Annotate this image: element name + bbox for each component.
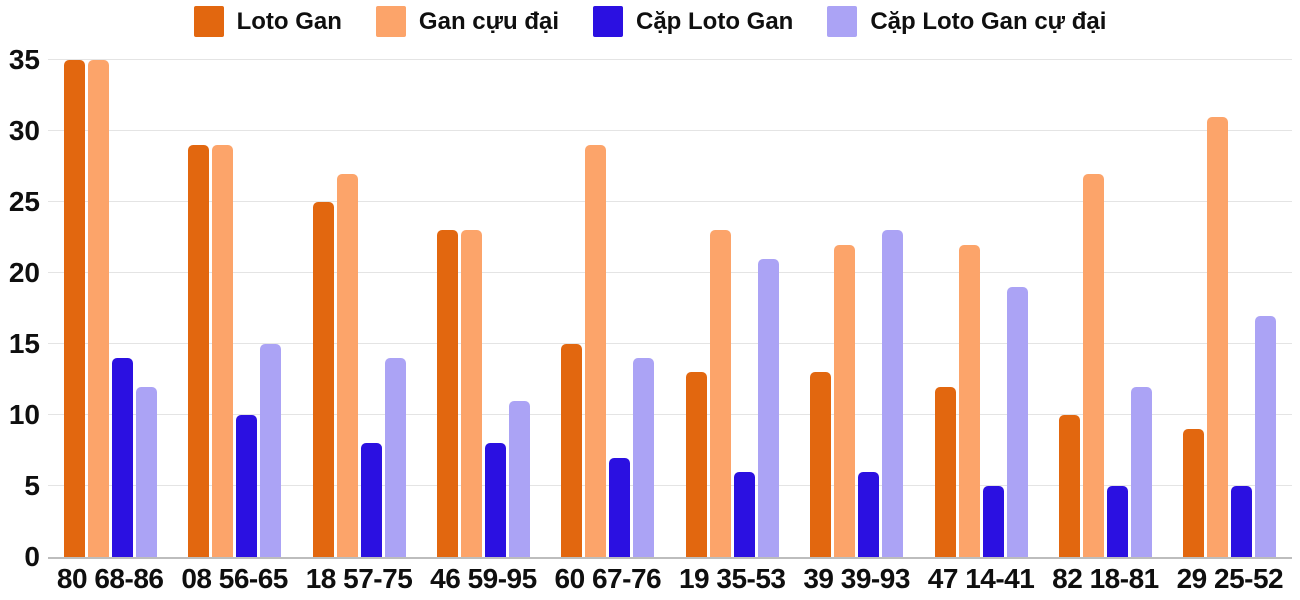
legend-swatch-icon (193, 6, 224, 37)
x-tick-label: 47 14-41 (927, 563, 1035, 594)
x-axis-line (48, 557, 1292, 559)
y-tick-label: 35 (8, 44, 40, 75)
legend-label: Cặp Loto Gan cự đại (870, 7, 1107, 35)
bars-layer (48, 60, 1292, 557)
legend-swatch-icon (827, 6, 858, 37)
bar[interactable] (484, 443, 506, 557)
bar[interactable] (384, 358, 406, 557)
bar[interactable] (810, 372, 832, 557)
bar[interactable] (561, 344, 583, 557)
bar[interactable] (1058, 415, 1080, 557)
legend-label: Gan cựu đại (418, 7, 559, 35)
legend-item-2[interactable]: Gan cựu đại (375, 6, 559, 37)
y-axis: 0 5 10 15 20 25 30 35 (0, 0, 40, 600)
bar-group (48, 60, 172, 557)
x-tick-label: 82 18-81 (1052, 563, 1159, 594)
y-tick-label: 25 (8, 186, 40, 217)
bar[interactable] (336, 173, 358, 557)
legend-swatch-icon (375, 6, 406, 37)
bar-group (421, 60, 545, 557)
bar[interactable] (609, 457, 631, 557)
x-axis: 80 68-86 08 56-65 18 57-75 46 59-95 60 67-76… (48, 563, 1292, 595)
bar[interactable] (757, 258, 779, 557)
legend-item-3[interactable]: Cặp Loto Gan (593, 6, 793, 37)
bar-group (794, 60, 918, 557)
gridline (48, 414, 1292, 415)
gridline (48, 485, 1292, 486)
gridline (48, 201, 1292, 202)
bar[interactable] (111, 358, 133, 557)
bar[interactable] (1130, 386, 1152, 557)
bar[interactable] (188, 145, 210, 557)
bar[interactable] (460, 230, 482, 557)
legend-item-1[interactable]: Loto Gan (193, 6, 342, 37)
x-tick-label: 60 67-76 (554, 563, 662, 594)
legend-label: Loto Gan (236, 7, 342, 35)
bar-group (670, 60, 794, 557)
y-tick-label: 20 (8, 257, 40, 288)
bar[interactable] (1082, 173, 1104, 557)
gridline (48, 130, 1292, 131)
bar[interactable] (585, 145, 607, 557)
bar[interactable] (709, 230, 731, 557)
bar-group (297, 60, 421, 557)
gridline (48, 343, 1292, 344)
bar[interactable] (733, 471, 755, 557)
bar-group (1168, 60, 1292, 557)
x-tick-label: 80 68-86 (56, 563, 164, 594)
bar-group (1043, 60, 1167, 557)
bar[interactable] (212, 145, 234, 557)
bar[interactable] (934, 386, 956, 557)
gridline (48, 272, 1292, 273)
bar[interactable] (236, 415, 258, 557)
bar[interactable] (87, 60, 109, 557)
bar[interactable] (360, 443, 382, 557)
bar[interactable] (312, 202, 334, 557)
x-tick-label: 18 57-75 (305, 563, 413, 594)
bar-group (172, 60, 296, 557)
chart-legend: Loto Gan Gan cựu đại Cặp Loto Gan Cặp Loto … (0, 6, 1300, 37)
gridline (48, 59, 1292, 60)
bar[interactable] (135, 386, 157, 557)
bar[interactable] (63, 60, 85, 557)
bar[interactable] (1006, 287, 1028, 557)
bar-group (546, 60, 670, 557)
y-tick-label: 15 (8, 328, 40, 359)
bar[interactable] (436, 230, 458, 557)
bar[interactable] (958, 244, 980, 557)
x-tick-label: 08 56-65 (181, 563, 288, 594)
x-tick-label: 39 39-93 (803, 563, 910, 594)
x-tick-label: 19 35-53 (678, 563, 786, 594)
y-tick-label: 30 (8, 115, 40, 146)
y-tick-label: 5 (24, 470, 40, 501)
bar[interactable] (1231, 486, 1253, 557)
legend-item-4[interactable]: Cặp Loto Gan cự đại (827, 6, 1106, 37)
bar[interactable] (982, 486, 1004, 557)
bar[interactable] (882, 230, 904, 557)
bar[interactable] (1183, 429, 1205, 557)
y-tick-label: 0 (24, 541, 40, 572)
bar-group (919, 60, 1043, 557)
legend-label: Cặp Loto Gan (636, 7, 794, 35)
bar[interactable] (1106, 486, 1128, 557)
bar[interactable] (508, 400, 530, 557)
y-tick-label: 10 (8, 399, 40, 430)
bar[interactable] (260, 344, 282, 557)
bar[interactable] (1207, 116, 1229, 557)
bar[interactable] (834, 244, 856, 557)
plot-area (48, 59, 1292, 559)
bar[interactable] (858, 471, 880, 557)
bar[interactable] (1255, 315, 1277, 557)
x-tick-label: 29 25-52 (1176, 563, 1284, 594)
bar[interactable] (633, 358, 655, 557)
x-tick-label: 46 59-95 (430, 563, 537, 594)
bar[interactable] (685, 372, 707, 557)
legend-swatch-icon (593, 6, 623, 37)
